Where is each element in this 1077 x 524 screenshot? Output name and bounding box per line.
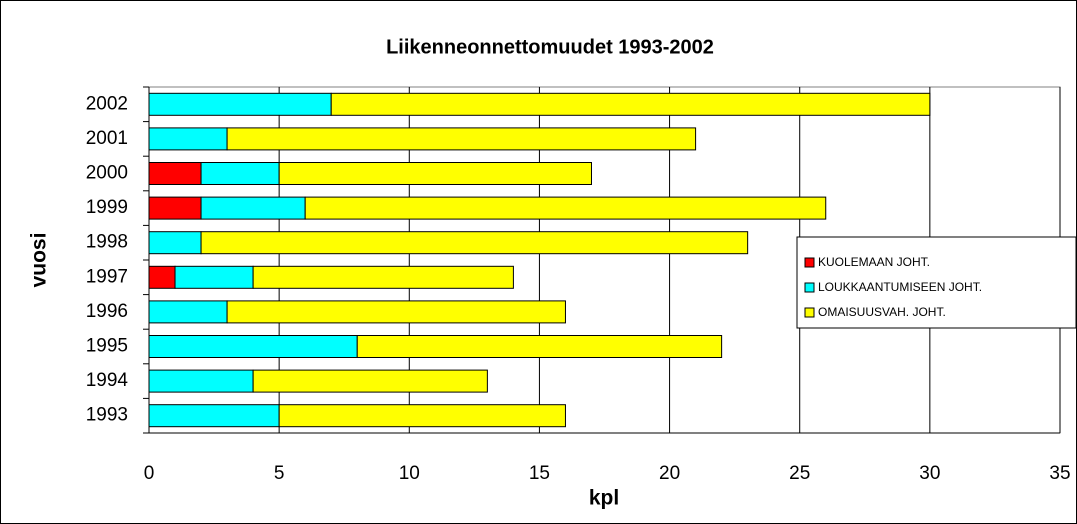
x-tick-label: 25 (789, 463, 810, 484)
bar-segment (148, 92, 332, 116)
bar-segment (200, 162, 280, 185)
x-axis-label: kpl (589, 487, 619, 510)
legend-box (796, 236, 1077, 329)
y-tick-label: 1997 (86, 266, 128, 287)
y-tick-label: 1995 (86, 336, 128, 357)
x-tick-label: 30 (919, 463, 940, 484)
y-tick-label: 2001 (86, 128, 128, 149)
legend-label: LOUKKAANTUMISEEN JOHT. (818, 280, 982, 294)
y-tick-label: 2000 (86, 163, 128, 184)
bar-segment (148, 231, 202, 255)
y-tick-label: 1993 (86, 405, 128, 426)
bar-segment (252, 265, 514, 289)
x-tick-label: 10 (399, 463, 420, 484)
bar-segment (330, 92, 931, 116)
x-tick-label: 20 (659, 463, 680, 484)
bar-segment (226, 300, 566, 324)
x-tick-label: 35 (1049, 463, 1070, 484)
bar-segment (148, 127, 228, 151)
y-tick-label: 1994 (86, 370, 129, 391)
bar-segment (148, 369, 254, 393)
legend-label: KUOLEMAAN JOHT. (818, 255, 930, 269)
bar-segment (148, 335, 358, 358)
legend-swatch (804, 307, 815, 318)
y-tick-label: 1999 (86, 197, 128, 218)
bar-segment (148, 265, 176, 289)
bar-segment (278, 404, 566, 428)
x-tick-label: 15 (529, 463, 550, 484)
bar-segment (252, 369, 488, 393)
x-tick-label: 5 (274, 463, 285, 484)
y-tick-label: 2002 (86, 93, 128, 114)
bar-segment (148, 162, 202, 185)
bar-segment (200, 196, 306, 220)
y-tick-label: 1996 (86, 301, 128, 322)
legend-label: OMAISUUSVAH. JOHT. (818, 305, 946, 319)
bar-segment (148, 404, 280, 428)
legend-swatch (804, 282, 815, 293)
y-axis-label: vuosi (28, 233, 51, 288)
bar-segment (174, 265, 254, 289)
chart-title: Liikenneonnettomuudet 1993-2002 (386, 36, 714, 58)
x-tick-label: 0 (144, 463, 155, 484)
bar-segment (278, 162, 592, 185)
bar-segment (304, 196, 827, 220)
bar-segment (356, 335, 723, 358)
bar-segment (148, 196, 202, 220)
y-tick-label: 1998 (86, 232, 128, 253)
bar-segment (148, 300, 228, 324)
bar-segment (226, 127, 697, 151)
legend-swatch (804, 257, 815, 268)
bar-segment (200, 231, 749, 255)
